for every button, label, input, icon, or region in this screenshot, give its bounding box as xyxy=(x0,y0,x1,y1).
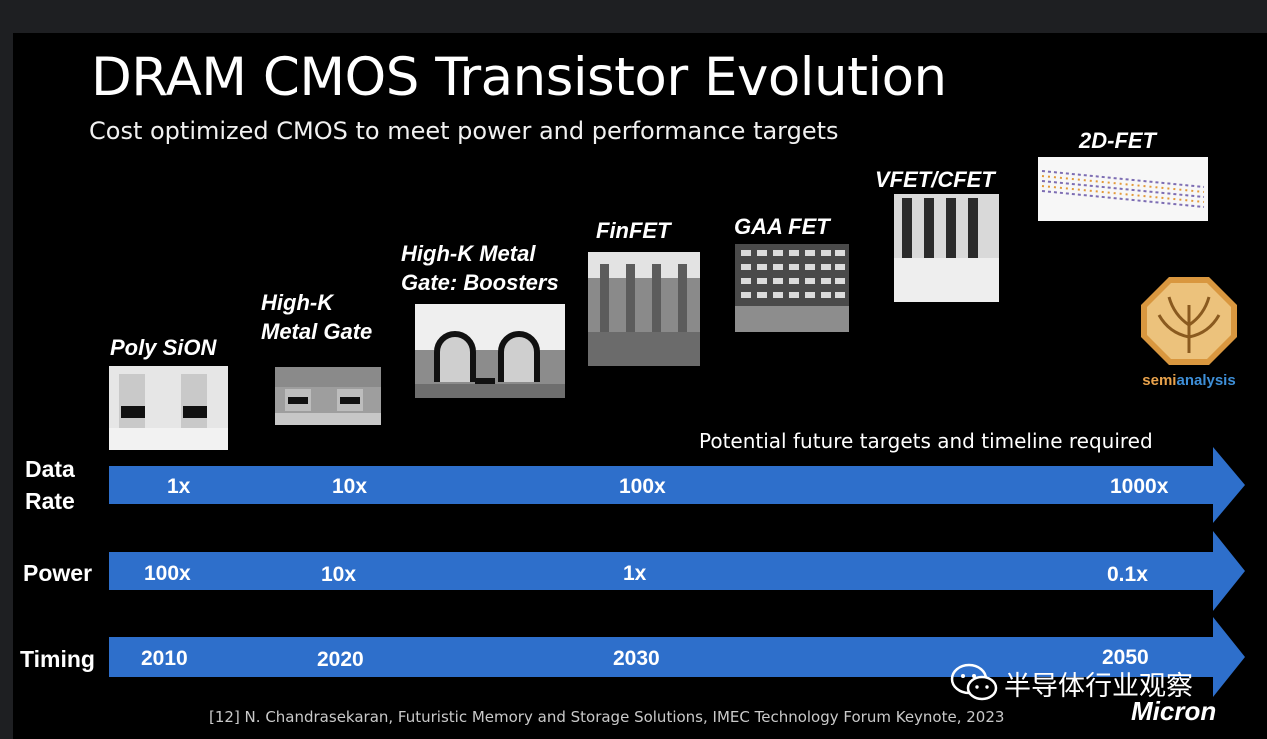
transistor-label-2d-fet: 2D-FET xyxy=(1079,128,1156,153)
power-value: 100x xyxy=(144,562,191,585)
power-value: 0.1x xyxy=(1107,563,1148,586)
2d-fet-illustration xyxy=(1038,157,1208,221)
timing-value: 2020 xyxy=(317,648,364,671)
finfet-micrograph xyxy=(588,252,700,366)
slide-title: DRAM CMOS Transistor Evolution xyxy=(91,47,947,108)
wechat-icon xyxy=(950,663,998,701)
poly-sion-micrograph xyxy=(109,366,228,450)
transistor-label-high-k-metal-gate: High-K Metal Gate xyxy=(261,290,373,344)
transistor-label-high-k-boosters: High-K Metal Gate: Boosters xyxy=(401,241,559,295)
high-k-boosters-micrograph xyxy=(415,304,565,398)
wechat-watermark: 半导体行业观察 xyxy=(950,663,1193,703)
micron-logo-text: Micron xyxy=(1131,696,1217,726)
transistor-label-poly-sion: Poly SiON xyxy=(110,335,217,360)
timing-value: 2010 xyxy=(141,647,188,670)
future-targets-note: Potential future targets and timeline re… xyxy=(699,429,1153,453)
high-k-metal-gate-micrograph xyxy=(275,367,381,425)
data-rate-value: 1000x xyxy=(1110,475,1169,498)
transistor-label-gaa-fet: GAA FET xyxy=(734,214,830,239)
data-rate-label: Data Rate xyxy=(25,456,75,514)
timing-value: 2030 xyxy=(613,647,660,670)
transistor-label-finfet: FinFET xyxy=(596,218,671,243)
slide: DRAM CMOS Transistor Evolution Cost opti… xyxy=(13,33,1267,739)
micron-logo: Micron xyxy=(1131,696,1216,727)
data-rate-value: 100x xyxy=(619,475,666,498)
timing-arrow xyxy=(109,617,1245,697)
data-rate-arrow xyxy=(109,447,1245,523)
vfet-cfet-micrograph xyxy=(894,194,999,302)
power-label: Power xyxy=(23,560,93,586)
timeline-arrows xyxy=(109,447,1245,697)
semianalysis-part1: semi xyxy=(1142,372,1177,389)
watermark-text: 半导体行业观察 xyxy=(1004,670,1193,701)
data-rate-value: 10x xyxy=(332,475,368,498)
data-rate-value: 1x xyxy=(167,475,191,498)
power-value: 1x xyxy=(623,562,647,585)
power-arrow xyxy=(109,531,1245,611)
timing-label: Timing xyxy=(20,646,95,672)
citation-footer: [12] N. Chandrasekaran, Futuristic Memor… xyxy=(209,708,1005,726)
semianalysis-part2: analysis xyxy=(1176,372,1236,389)
transistor-label-vfet-cfet: VFET/CFET xyxy=(875,167,995,192)
slide-subtitle: Cost optimized CMOS to meet power and pe… xyxy=(89,117,839,145)
semianalysis-logo: semianalysis xyxy=(1139,275,1239,389)
power-value: 10x xyxy=(321,563,357,586)
timing-value: 2050 xyxy=(1102,646,1149,669)
gaa-fet-micrograph xyxy=(735,244,849,332)
